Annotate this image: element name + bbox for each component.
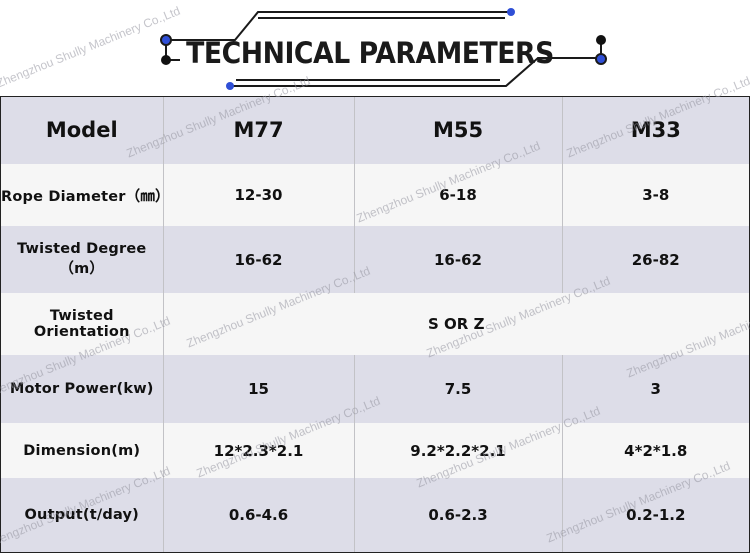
cell-value: 16-62 bbox=[163, 226, 355, 293]
title-banner: TECHNICAL PARAMETERS bbox=[0, 0, 750, 96]
table-row: Dimension(m) 12*2.3*2.1 9.2*2.2*2.1 4*2*… bbox=[1, 423, 749, 478]
cell-value: 0.2-1.2 bbox=[562, 478, 749, 552]
row-label-twisted-orientation: Twisted Orientation bbox=[1, 293, 164, 355]
page-title: TECHNICAL PARAMETERS bbox=[186, 36, 554, 70]
table-row: Output(t/day) 0.6-4.6 0.6-2.3 0.2-1.2 bbox=[1, 478, 749, 552]
table-row: Twisted Degree（m） 16-62 16-62 26-82 bbox=[1, 226, 749, 293]
decor-dot-blue-left bbox=[160, 34, 172, 46]
decor-dot-black-left bbox=[161, 55, 171, 65]
cell-value: 0.6-2.3 bbox=[354, 478, 563, 552]
cell-value: 26-82 bbox=[562, 226, 749, 293]
header-model-m77: M77 bbox=[163, 96, 355, 164]
cell-value: 0.6-4.6 bbox=[163, 478, 355, 552]
table-row: Rope Diameter（㎜） 12-30 6-18 3-8 bbox=[1, 164, 749, 226]
table-row: Twisted Orientation S OR Z bbox=[1, 293, 749, 355]
cell-value: 3-8 bbox=[562, 164, 749, 226]
cell-value: 6-18 bbox=[354, 164, 563, 226]
row-label-twisted-degree: Twisted Degree（m） bbox=[1, 226, 164, 293]
cell-value: 12-30 bbox=[163, 164, 355, 226]
decor-dot-blue-right bbox=[595, 53, 607, 65]
cell-value: 16-62 bbox=[354, 226, 563, 293]
cell-value: 9.2*2.2*2.1 bbox=[354, 423, 563, 478]
header-model-m55: M55 bbox=[354, 96, 563, 164]
cell-value: 15 bbox=[163, 355, 355, 423]
header-model-m33: M33 bbox=[562, 96, 749, 164]
parameters-table: Model M77 M55 M33 Rope Diameter（㎜） 12-30… bbox=[1, 96, 749, 552]
row-label-dimension: Dimension(m) bbox=[1, 423, 164, 478]
decor-dot-black-right bbox=[596, 35, 606, 45]
decor-dot-blue-bottom bbox=[226, 82, 234, 90]
row-label-motor-power: Motor Power(kw) bbox=[1, 355, 164, 423]
table-row: Motor Power(kw) 15 7.5 3 bbox=[1, 355, 749, 423]
cell-value: 3 bbox=[562, 355, 749, 423]
decor-dot-blue-top bbox=[507, 8, 515, 16]
title-decoration bbox=[160, 8, 607, 90]
header-model-label: Model bbox=[1, 96, 164, 164]
row-label-rope-diameter: Rope Diameter（㎜） bbox=[1, 164, 170, 226]
table-header-row: Model M77 M55 M33 bbox=[1, 96, 749, 164]
cell-value: 12*2.3*2.1 bbox=[163, 423, 355, 478]
cell-value-merged: S OR Z bbox=[163, 293, 749, 355]
row-label-output: Output(t/day) bbox=[1, 478, 164, 552]
cell-value: 4*2*1.8 bbox=[562, 423, 749, 478]
cell-value: 7.5 bbox=[354, 355, 563, 423]
